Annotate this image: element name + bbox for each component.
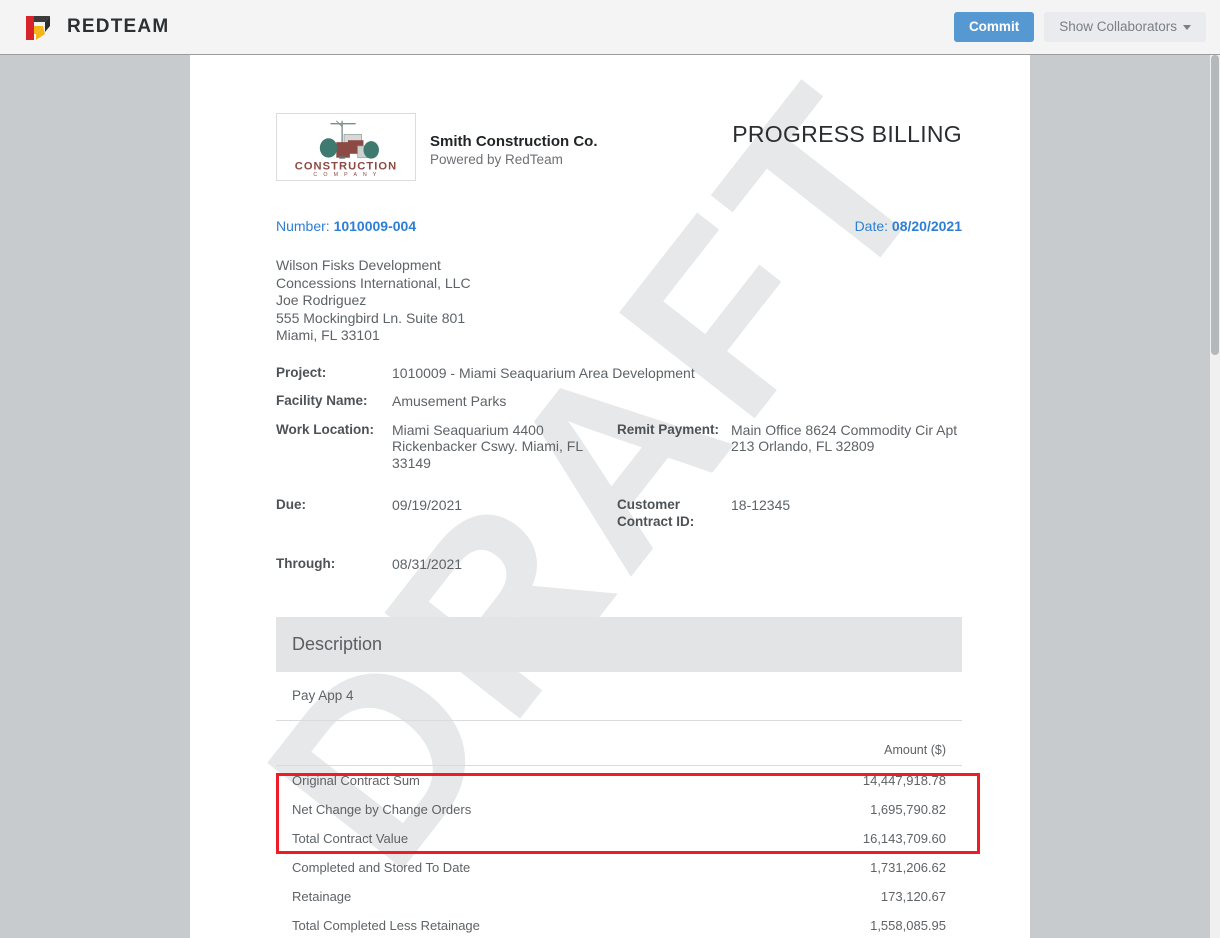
amount-value: 1,558,085.95 (870, 917, 946, 933)
amount-table-body: Original Contract Sum 14,447,918.78 Net … (276, 766, 962, 938)
amount-label: Retainage (292, 888, 352, 904)
amount-value: 1,695,790.82 (870, 801, 946, 817)
amount-label: Completed and Stored To Date (292, 859, 471, 875)
amount-label: Total Completed Less Retainage (292, 917, 480, 933)
document-number: Number: 1010009-004 (276, 218, 416, 234)
remit-payment-value: Main Office 8624 Commodity Cir Apt 213 O… (731, 421, 958, 455)
table-row: Total Contract Value 16,143,709.60 (276, 824, 962, 853)
document-body: CONSTRUCTION C O M P A N Y Smith Constru… (190, 55, 1030, 938)
amount-value: 14,447,918.78 (862, 772, 946, 788)
bill-to-line: Concessions International, LLC (276, 274, 471, 291)
field-customer-contract-id: Customer Contract ID: 18-12345 (617, 497, 962, 530)
document-date: Date: 08/20/2021 (855, 218, 962, 234)
amount-value: 1,731,206.62 (870, 859, 946, 875)
due-label: Due: (276, 497, 306, 512)
through-label: Through: (276, 556, 336, 571)
page-title: PROGRESS BILLING (732, 121, 962, 147)
field-project: Project: 1010009 - Miami Seaquarium Area… (276, 365, 962, 382)
field-row-facility: Facility Name: Amusement Parks (276, 393, 962, 410)
field-row-through: Through: 08/31/2021 (276, 556, 962, 573)
description-section-header: Description (276, 616, 962, 672)
amount-table: Original Contract Sum 14,447,918.78 Net … (276, 766, 962, 938)
document-sheet: DRAFT (190, 55, 1030, 938)
customer-contract-value: 18-12345 (731, 497, 791, 513)
amount-label: Original Contract Sum (292, 772, 420, 788)
description-row: Pay App 4 (276, 672, 962, 721)
amount-column-header: Amount ($) (276, 743, 962, 766)
show-collaborators-button[interactable]: Show Collaborators (1044, 12, 1206, 42)
amount-label: Total Contract Value (292, 830, 409, 846)
redteam-logo-icon (24, 12, 56, 42)
date-value: 08/20/2021 (891, 218, 962, 234)
work-location-value: Miami Seaquarium 4400 Rickenbacker Cswy.… (392, 421, 583, 471)
field-row-project: Project: 1010009 - Miami Seaquarium Area… (276, 365, 962, 382)
field-row-location-remit: Work Location: Miami Seaquarium 4400 Ric… (276, 422, 962, 472)
remit-payment-label: Remit Payment: (617, 421, 720, 437)
document-header: CONSTRUCTION C O M P A N Y Smith Constru… (276, 113, 962, 181)
bill-to-line: Joe Rodriguez (276, 292, 367, 308)
table-row: Retainage 173,120.67 (276, 882, 962, 911)
amount-table-wrapper: Amount ($) Original Contract Sum 14,447,… (276, 743, 980, 938)
customer-contract-label: Customer Contract ID: (617, 497, 695, 529)
company-name-block: Smith Construction Co. Powered by RedTea… (430, 113, 598, 167)
due-value: 09/19/2021 (392, 497, 463, 513)
amount-value: 173,120.67 (880, 888, 946, 904)
table-row: Total Completed Less Retainage 1,558,085… (276, 911, 962, 938)
project-label: Project: (276, 364, 327, 380)
svg-text:CONSTRUCTION: CONSTRUCTION (295, 160, 398, 172)
field-work-location: Work Location: Miami Seaquarium 4400 Ric… (276, 422, 617, 472)
bill-to-line: 555 Mockingbird Ln. Suite 801 (276, 309, 466, 326)
bill-to-address: Wilson Fisks Development Concessions Int… (276, 257, 962, 345)
document-viewport: DRAFT (0, 55, 1220, 938)
number-value: 1010009-004 (333, 218, 417, 234)
bill-to-line: Miami, FL 33101 (276, 327, 380, 343)
vertical-scrollbar[interactable] (1210, 55, 1220, 938)
svg-text:C O M P A N Y: C O M P A N Y (313, 172, 378, 178)
field-row-due-contract: Due: 09/19/2021 Customer Contract ID: 18… (276, 497, 962, 530)
company-block: CONSTRUCTION C O M P A N Y Smith Constru… (276, 113, 598, 181)
number-label: Number: (276, 218, 330, 234)
bill-to-line: Wilson Fisks Development (276, 257, 441, 273)
company-logo-icon: CONSTRUCTION C O M P A N Y (276, 113, 416, 181)
facility-value: Amusement Parks (392, 393, 507, 409)
detail-fields: Project: 1010009 - Miami Seaquarium Area… (276, 365, 962, 573)
show-collaborators-label: Show Collaborators (1059, 19, 1177, 35)
field-due: Due: 09/19/2021 (276, 497, 617, 530)
number-date-line: Number: 1010009-004 Date: 08/20/2021 (276, 218, 962, 234)
facility-label: Facility Name: (276, 393, 368, 408)
commit-button[interactable]: Commit (953, 12, 1035, 42)
work-location-label: Work Location: (276, 421, 375, 437)
field-through: Through: 08/31/2021 (276, 556, 962, 573)
field-facility: Facility Name: Amusement Parks (276, 393, 962, 410)
brand-name: REDTEAM (67, 16, 170, 37)
amount-label: Net Change by Change Orders (292, 801, 472, 817)
chevron-down-icon (1183, 25, 1191, 31)
through-value: 08/31/2021 (392, 556, 463, 572)
app-header-bar: REDTEAM Commit Show Collaborators (0, 0, 1220, 55)
project-value: 1010009 - Miami Seaquarium Area Developm… (392, 364, 695, 381)
powered-by-label: Powered by RedTeam (430, 152, 563, 167)
company-name: Smith Construction Co. (430, 133, 598, 150)
table-row: Original Contract Sum 14,447,918.78 (276, 766, 962, 795)
scrollbar-thumb[interactable] (1211, 55, 1219, 355)
table-row: Net Change by Change Orders 1,695,790.82 (276, 795, 962, 824)
header-actions: Commit Show Collaborators (953, 12, 1206, 42)
field-remit-payment: Remit Payment: Main Office 8624 Commodit… (617, 422, 962, 472)
brand: REDTEAM (24, 12, 169, 42)
date-label: Date: (854, 218, 889, 234)
table-row: Completed and Stored To Date 1,731,206.6… (276, 853, 962, 882)
amount-value: 16,143,709.60 (862, 830, 946, 846)
